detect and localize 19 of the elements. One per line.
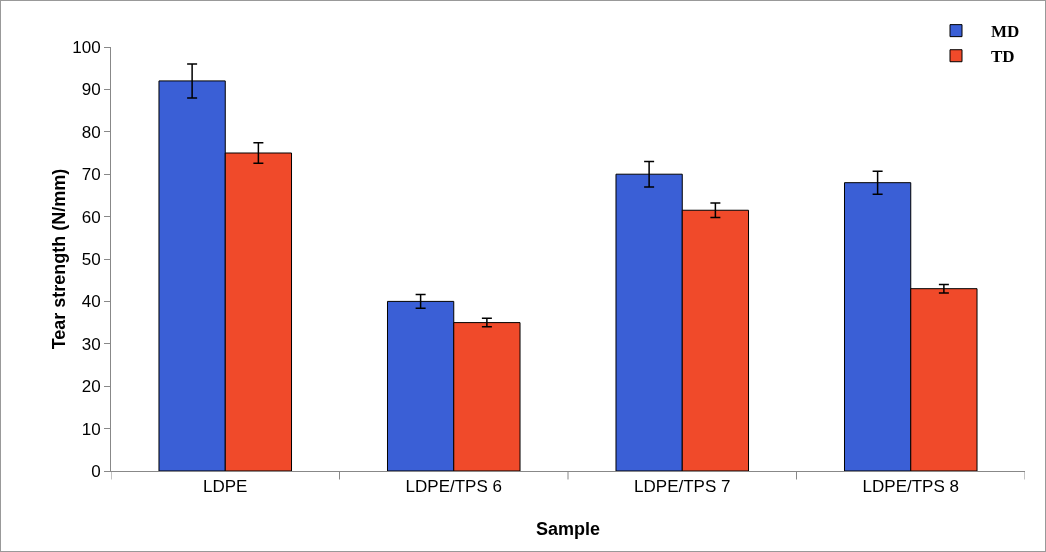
y-tick-label: 100 — [72, 37, 101, 57]
x-tick-label: LDPE/TPS 7 — [634, 477, 731, 497]
y-tick-label: 50 — [81, 249, 101, 269]
y-tick-label: 60 — [81, 207, 101, 227]
x-tick-label: LDPE/TPS 6 — [405, 477, 502, 497]
y-axis-title: Tear strength (N/mm) — [49, 168, 69, 350]
y-tick-label: 0 — [91, 461, 101, 481]
legend-label: MD — [991, 22, 1020, 42]
y-tick-label: 70 — [81, 165, 101, 185]
y-tick-label: 80 — [81, 122, 101, 142]
y-tick-label: 10 — [81, 419, 101, 439]
x-tick-label: LDPE/TPS 8 — [862, 477, 959, 497]
y-tick-label: 90 — [81, 80, 101, 100]
x-tick-label: LDPE — [203, 477, 248, 497]
x-axis-title: Sample — [535, 519, 601, 539]
y-tick-label: 20 — [81, 377, 101, 397]
legend-label: TD — [991, 47, 1015, 67]
y-tick-label: 40 — [81, 292, 101, 312]
y-tick-label: 30 — [81, 334, 101, 354]
